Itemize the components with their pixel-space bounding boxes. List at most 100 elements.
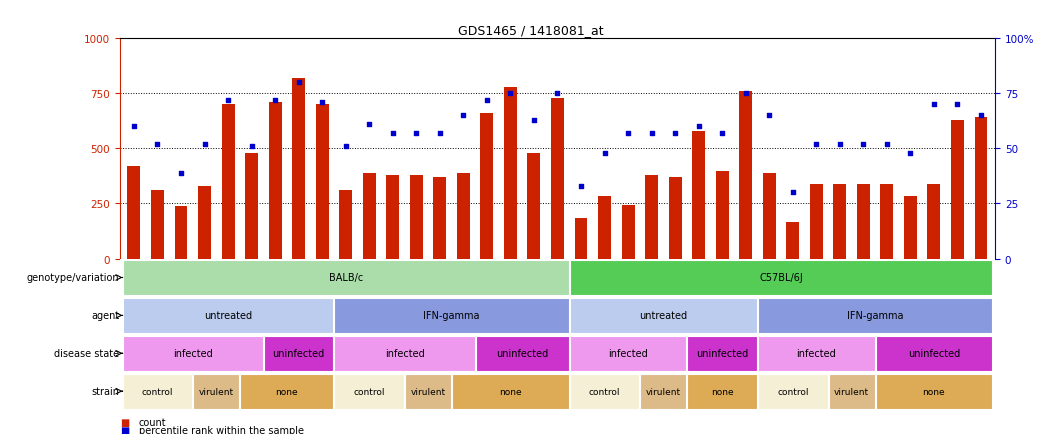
Point xyxy=(314,99,330,106)
Bar xyxy=(241,374,333,409)
Bar xyxy=(598,196,611,259)
Bar xyxy=(787,223,799,259)
Bar xyxy=(739,92,752,259)
Point xyxy=(925,102,942,108)
Bar xyxy=(903,196,917,259)
Text: control: control xyxy=(142,387,173,396)
Bar xyxy=(951,120,964,259)
Text: agent: agent xyxy=(91,311,120,321)
Text: virulent: virulent xyxy=(411,387,446,396)
Bar xyxy=(645,175,659,259)
Text: none: none xyxy=(499,387,522,396)
Bar xyxy=(692,132,705,259)
Bar xyxy=(758,374,827,409)
Bar xyxy=(828,374,874,409)
Point xyxy=(173,170,190,177)
Text: infected: infected xyxy=(173,349,213,358)
Bar xyxy=(123,374,193,409)
Bar xyxy=(574,218,588,259)
Bar xyxy=(758,336,874,371)
Bar xyxy=(551,99,564,259)
Point xyxy=(267,97,283,104)
Bar xyxy=(875,336,992,371)
Text: control: control xyxy=(777,387,809,396)
Point xyxy=(738,91,754,98)
Text: uninfected: uninfected xyxy=(496,349,548,358)
Text: IFN-gamma: IFN-gamma xyxy=(423,311,479,321)
Text: control: control xyxy=(589,387,620,396)
Text: disease state: disease state xyxy=(54,349,120,358)
Bar xyxy=(504,87,517,259)
Bar xyxy=(340,191,352,259)
Point xyxy=(761,112,777,119)
Bar xyxy=(264,336,333,371)
Point xyxy=(714,130,730,137)
Bar xyxy=(857,184,870,259)
Bar xyxy=(387,175,399,259)
Text: virulent: virulent xyxy=(646,387,680,396)
Point xyxy=(338,143,354,150)
Point xyxy=(220,97,237,104)
Point xyxy=(126,124,143,131)
Bar xyxy=(174,206,188,259)
Bar xyxy=(570,374,640,409)
Bar xyxy=(363,173,376,259)
Point xyxy=(243,143,259,150)
Bar xyxy=(334,374,404,409)
Text: control: control xyxy=(353,387,384,396)
Text: strain: strain xyxy=(92,386,120,396)
Text: none: none xyxy=(711,387,734,396)
Bar xyxy=(222,105,234,259)
Text: uninfected: uninfected xyxy=(696,349,748,358)
Point xyxy=(620,130,637,137)
Bar xyxy=(688,374,756,409)
Text: infected: infected xyxy=(796,349,836,358)
Text: uninfected: uninfected xyxy=(273,349,325,358)
Point xyxy=(478,97,495,104)
Point xyxy=(196,141,213,148)
Bar xyxy=(410,175,423,259)
Point xyxy=(502,91,519,98)
Text: count: count xyxy=(139,417,167,427)
Point xyxy=(596,150,613,157)
Bar xyxy=(123,336,263,371)
Point xyxy=(573,183,590,190)
Bar xyxy=(405,374,451,409)
Text: virulent: virulent xyxy=(199,387,233,396)
Text: genotype/variation: genotype/variation xyxy=(27,273,120,283)
Bar xyxy=(334,336,475,371)
Point xyxy=(667,130,684,137)
Bar xyxy=(810,184,823,259)
Title: GDS1465 / 1418081_at: GDS1465 / 1418081_at xyxy=(458,23,604,36)
Bar xyxy=(456,173,470,259)
Point xyxy=(949,102,966,108)
Bar xyxy=(292,79,305,259)
Bar xyxy=(269,103,281,259)
Point xyxy=(149,141,166,148)
Bar xyxy=(974,118,988,259)
Bar xyxy=(570,298,756,333)
Point xyxy=(643,130,660,137)
Bar xyxy=(622,205,635,259)
Bar xyxy=(927,184,940,259)
Point xyxy=(431,130,448,137)
Text: BALB/c: BALB/c xyxy=(328,273,363,283)
Text: infected: infected xyxy=(384,349,424,358)
Bar xyxy=(763,173,775,259)
Bar xyxy=(127,167,141,259)
Point xyxy=(902,150,919,157)
Text: uninfected: uninfected xyxy=(908,349,960,358)
Bar xyxy=(193,374,240,409)
Text: none: none xyxy=(922,387,945,396)
Point xyxy=(832,141,848,148)
Bar xyxy=(640,374,687,409)
Text: none: none xyxy=(275,387,298,396)
Text: virulent: virulent xyxy=(834,387,869,396)
Bar xyxy=(151,191,164,259)
Text: infected: infected xyxy=(609,349,648,358)
Bar xyxy=(475,336,569,371)
Point xyxy=(384,130,401,137)
Bar xyxy=(198,186,210,259)
Bar xyxy=(688,336,756,371)
Bar xyxy=(834,184,846,259)
